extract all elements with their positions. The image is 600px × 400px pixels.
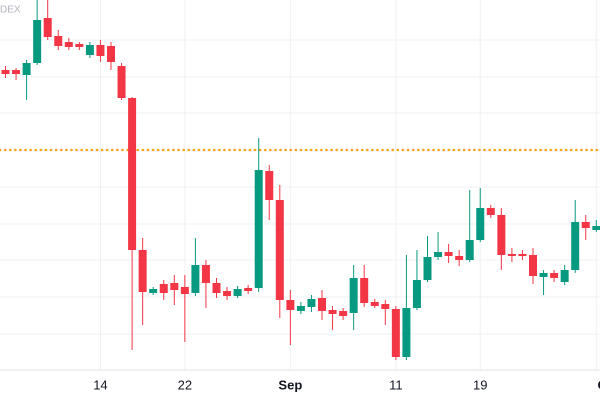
candle-body [201, 265, 210, 283]
candle-body [54, 36, 63, 46]
candle-body [402, 308, 411, 357]
candle-body [423, 257, 432, 280]
candle-body [434, 252, 443, 257]
candle-body [96, 45, 105, 56]
candle-body [360, 278, 369, 303]
x-tick-label: Sep [278, 377, 302, 392]
candle-body [349, 278, 358, 313]
candles [1, 0, 600, 360]
candle-body [370, 302, 379, 306]
candle-body [107, 46, 115, 62]
candle-body [318, 298, 326, 311]
candle-body [444, 252, 453, 256]
x-tick-label: 19 [473, 377, 487, 392]
candle-body [507, 254, 516, 256]
x-axis: 14 22 Sep 11 19 Oct [0, 369, 600, 400]
candle-body [12, 70, 21, 74]
candle-body [223, 291, 232, 296]
candle-body [233, 289, 242, 296]
candle-body [180, 287, 189, 294]
candle-body [244, 288, 253, 291]
candle-body [22, 63, 31, 75]
candle-body [465, 240, 474, 260]
x-tick-label: Oct [597, 377, 600, 392]
candle-body [149, 289, 158, 293]
candle-body [476, 208, 485, 240]
candle-body [64, 42, 73, 47]
candle-body [581, 222, 590, 228]
candle-body [128, 98, 137, 250]
candle-body [170, 283, 179, 290]
candle-body [328, 310, 337, 314]
candle-body [138, 250, 147, 292]
candle-body [518, 254, 527, 256]
axis-strip [0, 370, 600, 400]
candle-body [117, 66, 126, 98]
candle-body [412, 280, 421, 308]
candle-body [159, 284, 168, 293]
candle-body [391, 309, 400, 357]
x-tick-label: 14 [93, 377, 107, 392]
candle-body [33, 20, 42, 63]
candle-body [286, 300, 295, 310]
candle-body [254, 170, 263, 288]
candle-body [296, 306, 305, 311]
candle-body [560, 270, 569, 282]
candle-body [571, 222, 580, 270]
candle-body [550, 273, 559, 278]
x-tick-label: 22 [178, 377, 192, 392]
candle-body [592, 226, 600, 230]
candle-body [191, 265, 200, 293]
candle-body [75, 44, 84, 47]
watermark: DEX [0, 5, 21, 16]
candle-body [1, 70, 10, 74]
candle-body [85, 45, 94, 55]
candle-body [212, 283, 221, 293]
candle-body [339, 311, 348, 316]
candle-body [43, 18, 52, 37]
x-tick-label: 11 [389, 377, 403, 392]
grid [0, 0, 600, 370]
candle-body [486, 208, 495, 215]
candle-body [307, 299, 316, 307]
candle-body [455, 256, 464, 260]
candle-body [381, 304, 390, 309]
candle-body [265, 171, 274, 200]
candle-body [529, 255, 537, 276]
candle-body [539, 273, 548, 277]
candle-body [497, 215, 506, 255]
candle-body [275, 200, 284, 300]
